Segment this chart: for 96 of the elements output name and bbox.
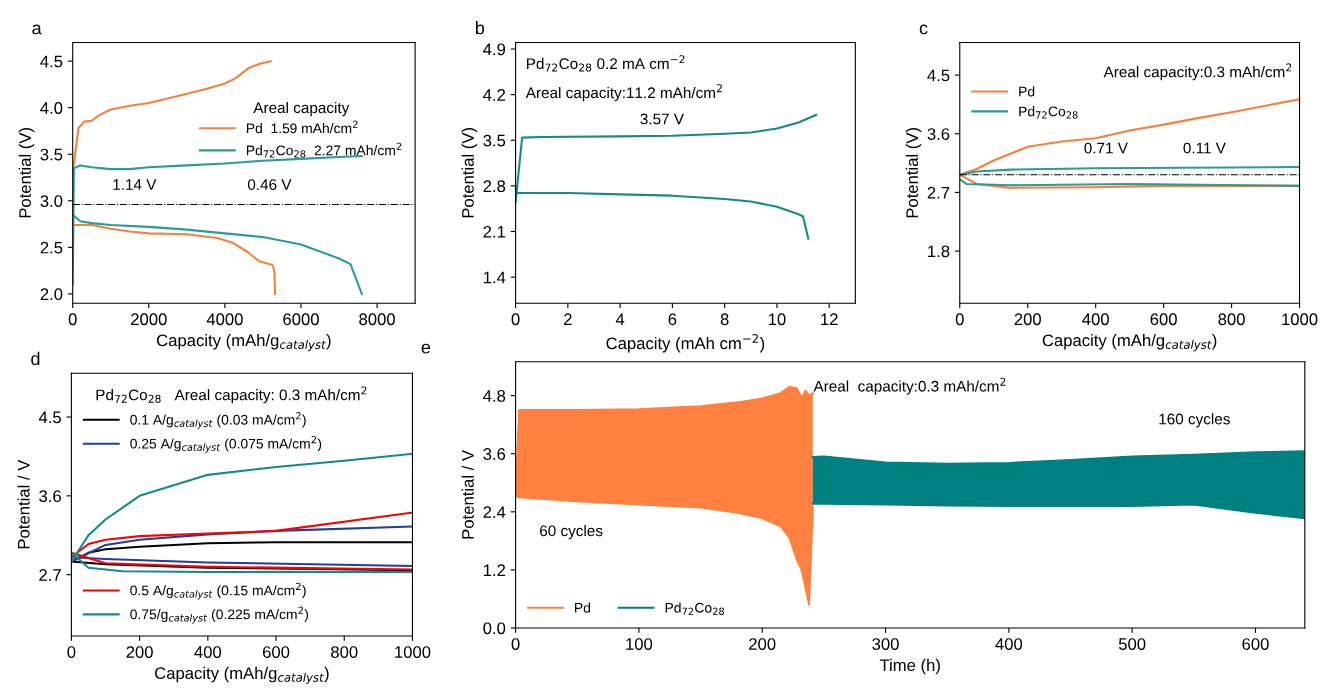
legend-label: Pd$_{72}$Co$_{28}$ 2.27 mAh/cm$^{2}$: [246, 142, 402, 158]
y-tick-label: 2.4: [483, 506, 506, 518]
y-tick-label: 2.0: [40, 288, 63, 301]
x-tick-label: 600: [1242, 638, 1269, 650]
x-tick-label: 2000: [131, 313, 167, 326]
x-tick-label: 400: [1082, 313, 1109, 326]
x-tick-label: 100: [626, 638, 653, 650]
y-tick-label: 0.0: [483, 622, 506, 635]
annotation: Areal capacity:0.3 mAh/cm$^{2}$: [813, 377, 1006, 395]
x-tick-label: 600: [1150, 313, 1177, 326]
annotation: 60 cycles: [540, 525, 603, 540]
x-tick-label: 2: [564, 313, 572, 325]
legend-label: 0.1 A/g$_{catalyst}$ (0.03 mA/cm$^{2}$): [130, 412, 306, 429]
y-tick-label: 2.7: [39, 569, 61, 581]
y-axis-title: Potential (V): [461, 128, 478, 218]
x-tick-label: 500: [1118, 638, 1146, 650]
y-tick-label: 2.7: [927, 186, 950, 199]
legend-label: Pd$_{72}$Co$_{28}$: [665, 602, 724, 615]
legend-label: Pd$_{72}$Co$_{28}$: [1019, 106, 1078, 119]
legend-label: 0.25 A/g$_{catalyst}$ (0.075 mA/cm$^{2}$): [130, 435, 322, 453]
x-axis-title: Time (h): [879, 658, 940, 675]
annotation: 1.14 V: [113, 179, 157, 190]
x-tick-label: 0: [511, 313, 520, 326]
x-tick-label: 800: [1218, 313, 1245, 326]
x-tick-label: 0: [511, 638, 520, 650]
x-tick-label: 600: [262, 646, 290, 658]
chart-title: d: [31, 351, 40, 366]
x-tick-label: 0: [68, 313, 77, 326]
x-tick-label: 800: [331, 646, 358, 658]
annotation: 160 cycles: [1159, 413, 1230, 428]
annotation: Areal capacity:0.3 mAh/cm$^{2}$: [1103, 63, 1292, 81]
y-tick-label: 4.5: [40, 55, 63, 68]
chart-title: e: [421, 343, 431, 354]
x-tick-label: 200: [749, 638, 776, 650]
y-tick-label: 4.8: [483, 390, 506, 402]
y-tick-label: 2.8: [483, 180, 506, 193]
y-tick-label: 1.8: [928, 245, 950, 258]
chart-title: c: [919, 24, 928, 35]
annotation: 3.57 V: [640, 113, 684, 125]
x-tick-label: 12: [821, 313, 838, 325]
x-tick-label: 8000: [359, 313, 395, 326]
y-tick-label: 3.6: [927, 128, 950, 140]
y-axis-title: Potential (V): [18, 128, 35, 218]
x-tick-label: 8: [720, 313, 729, 326]
x-tick-label: 6: [668, 313, 677, 326]
y-tick-label: 3.0: [40, 195, 63, 207]
y-axis-title: Potential (V): [905, 128, 922, 218]
y-tick-label: 3.6: [483, 448, 506, 460]
y-tick-label: 4.5: [927, 69, 950, 82]
x-axis-title: Capacity (mAh/g$_{catalyst}$): [155, 666, 329, 685]
annotation: Pd$_{72}$Co$_{28}$ 0.2 mA cm$^{−2}$: [527, 55, 685, 72]
x-tick-label: 1000: [395, 646, 431, 658]
y-tick-label: 2.1: [483, 225, 506, 238]
y-axis-title: Potential / V: [461, 450, 474, 539]
y-tick-label: 4.5: [38, 411, 61, 424]
x-tick-label: 0: [67, 646, 76, 658]
legend-title: Areal capacity: [253, 101, 350, 117]
y-tick-label: 4.2: [483, 89, 506, 101]
annotation: 0.71 V: [1084, 142, 1128, 154]
x-tick-label: 200: [126, 646, 153, 658]
chart-title: a: [32, 24, 42, 35]
line-series: [959, 178, 1300, 187]
y-tick-label: 4.0: [40, 102, 63, 114]
annotation: Areal capacity:11.2 mAh/cm$^{2}$: [525, 84, 722, 102]
x-tick-label: 4000: [206, 313, 243, 326]
legend-label: 0.75/g$_{catalyst}$ (0.225 mA/cm$^{2}$): [130, 606, 309, 624]
x-tick-label: 200: [1014, 313, 1041, 326]
x-tick-label: 300: [872, 638, 899, 650]
x-axis-title: Capacity (mAh/g$_{catalyst}$): [1042, 334, 1217, 352]
annotation: 0.11 V: [1183, 142, 1226, 154]
y-tick-label: 3.6: [39, 490, 61, 503]
x-tick-label: 6000: [283, 313, 319, 326]
y-tick-label: 1.4: [483, 271, 506, 284]
y-tick-label: 4.9: [483, 43, 506, 56]
x-tick-label: 0: [955, 313, 964, 326]
text: Pd$_{72}$Co$_{28}$ Areal capacity: 0.3 mAh/cm$^{2}$: [96, 386, 367, 404]
x-tick-label: 1000: [1282, 313, 1318, 326]
legend-label: Pd: [575, 602, 591, 613]
legend-label: Pd: [1019, 86, 1035, 97]
x-axis-title: Capacity (mAh cm$^{−2}$): [606, 334, 765, 353]
y-tick-label: 2.5: [40, 241, 63, 254]
y-tick-label: 3.5: [483, 134, 506, 147]
legend-label: 0.5 A/g$_{catalyst}$ (0.15 mA/cm$^{2}$): [130, 582, 306, 600]
x-tick-label: 4: [615, 313, 625, 325]
annotation: 0.46 V: [247, 179, 292, 190]
x-tick-label: 400: [194, 646, 222, 658]
y-tick-label: 1.2: [483, 564, 506, 576]
y-tick-label: 3.5: [40, 148, 63, 161]
y-axis-title: Potential / V: [17, 459, 30, 549]
line-series: [72, 223, 277, 295]
x-tick-label: 400: [995, 638, 1023, 650]
line-series: [959, 165, 1300, 176]
x-axis-title: Capacity (mAh/g$_{catalyst}$): [157, 334, 331, 352]
x-tick-label: 10: [768, 313, 786, 326]
legend-label: Pd 1.59 mAh/cm$^{2}$: [246, 120, 358, 134]
chart-title: b: [475, 21, 485, 35]
